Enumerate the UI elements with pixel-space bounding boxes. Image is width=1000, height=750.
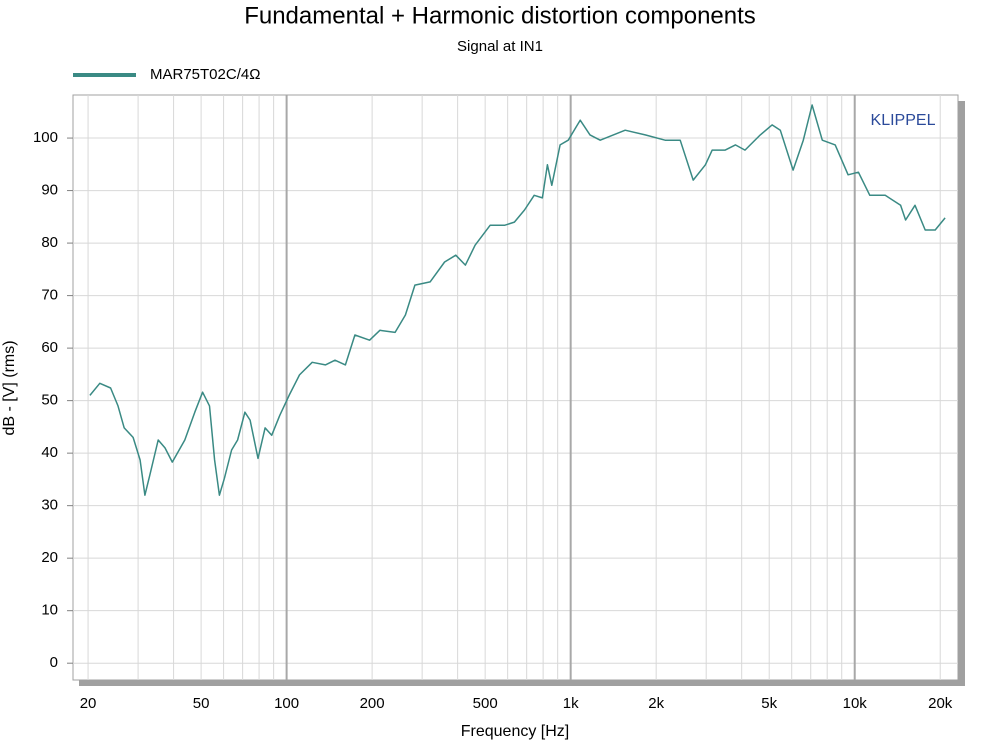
y-tick-label: 100 [33, 129, 58, 146]
chart-subtitle: Signal at IN1 [457, 38, 543, 55]
y-tick-label: 20 [41, 549, 58, 566]
chart-title: Fundamental + Harmonic distortion compon… [244, 2, 756, 29]
y-tick-label: 40 [41, 444, 58, 461]
y-axis-label: dB - [V] (rms) [1, 340, 18, 435]
y-tick-label: 70 [41, 287, 58, 304]
x-tick-label: 10k [843, 695, 868, 712]
plot-area [72, 94, 959, 681]
x-tick-label: 2k [648, 695, 664, 712]
y-tick-label: 90 [41, 182, 58, 199]
legend-label: MAR75T02C/4Ω [150, 66, 260, 83]
x-tick-label: 200 [360, 695, 385, 712]
x-tick-label: 1k [563, 695, 579, 712]
x-axis-label: Frequency [Hz] [461, 723, 569, 740]
y-tick-label: 30 [41, 497, 58, 514]
x-tick-label: 5k [761, 695, 777, 712]
annotation: KLIPPEL [871, 112, 936, 129]
x-tick-label: 20k [928, 695, 953, 712]
x-tick-label: 100 [274, 695, 299, 712]
y-tick-label: 10 [41, 602, 58, 619]
y-tick-label: 0 [50, 654, 58, 671]
x-tick-label: 50 [193, 695, 210, 712]
x-tick-label: 20 [80, 695, 97, 712]
data-line [89, 104, 946, 496]
y-tick-label: 50 [41, 392, 58, 409]
y-tick-label: 60 [41, 339, 58, 356]
x-tick-label: 500 [473, 695, 498, 712]
y-tick-label: 80 [41, 234, 58, 251]
